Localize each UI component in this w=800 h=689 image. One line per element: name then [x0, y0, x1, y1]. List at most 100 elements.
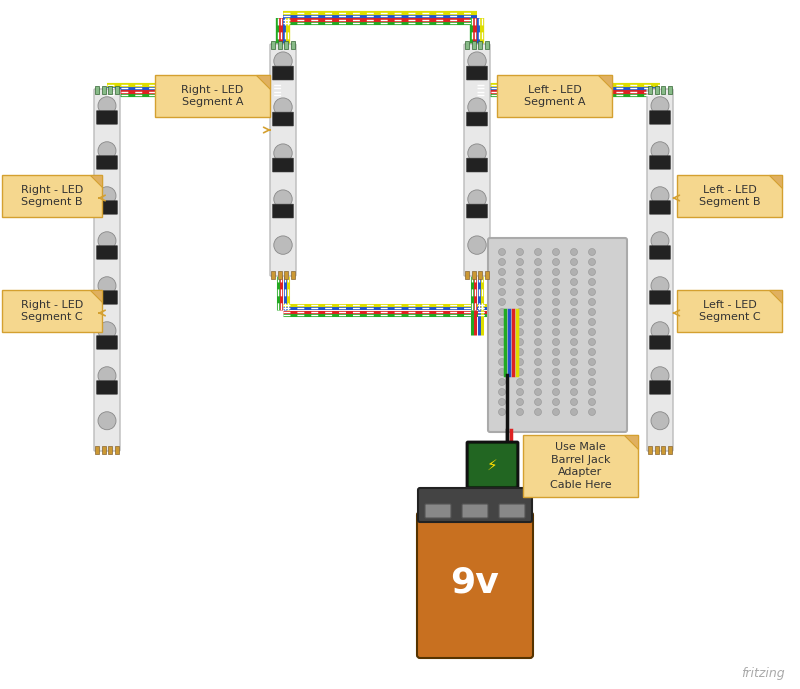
- Circle shape: [517, 269, 523, 276]
- Circle shape: [589, 358, 595, 365]
- Bar: [648, 446, 652, 454]
- Circle shape: [98, 96, 116, 115]
- FancyBboxPatch shape: [466, 112, 487, 126]
- Circle shape: [98, 277, 116, 295]
- Circle shape: [553, 309, 559, 316]
- Text: Right - LED
Segment A: Right - LED Segment A: [182, 85, 244, 107]
- FancyBboxPatch shape: [499, 504, 525, 518]
- Circle shape: [274, 98, 292, 116]
- FancyBboxPatch shape: [418, 488, 532, 522]
- Circle shape: [534, 409, 542, 415]
- Circle shape: [570, 338, 578, 345]
- Circle shape: [274, 52, 292, 70]
- Circle shape: [517, 349, 523, 356]
- FancyBboxPatch shape: [468, 443, 517, 487]
- Circle shape: [98, 232, 116, 249]
- Circle shape: [589, 309, 595, 316]
- Bar: [278, 271, 282, 279]
- FancyBboxPatch shape: [677, 290, 782, 332]
- Bar: [465, 271, 469, 279]
- Polygon shape: [90, 290, 102, 302]
- Circle shape: [468, 236, 486, 254]
- Circle shape: [498, 269, 506, 276]
- FancyBboxPatch shape: [466, 204, 487, 218]
- Circle shape: [589, 338, 595, 345]
- Circle shape: [553, 318, 559, 325]
- Bar: [654, 86, 658, 94]
- Circle shape: [534, 278, 542, 285]
- Circle shape: [498, 249, 506, 256]
- Circle shape: [498, 309, 506, 316]
- Polygon shape: [598, 75, 612, 89]
- Circle shape: [468, 190, 486, 208]
- FancyBboxPatch shape: [97, 336, 118, 349]
- Circle shape: [468, 144, 486, 163]
- Circle shape: [498, 318, 506, 325]
- Circle shape: [570, 349, 578, 356]
- Circle shape: [498, 369, 506, 376]
- Circle shape: [534, 329, 542, 336]
- Circle shape: [570, 269, 578, 276]
- Circle shape: [517, 298, 523, 305]
- Circle shape: [498, 389, 506, 395]
- Circle shape: [517, 329, 523, 336]
- FancyBboxPatch shape: [466, 158, 487, 172]
- Circle shape: [98, 187, 116, 205]
- FancyBboxPatch shape: [155, 75, 270, 117]
- Text: fritzing: fritzing: [742, 667, 785, 680]
- Circle shape: [553, 329, 559, 336]
- FancyBboxPatch shape: [273, 66, 294, 80]
- Bar: [648, 86, 652, 94]
- Bar: [465, 41, 469, 49]
- Circle shape: [553, 389, 559, 395]
- Circle shape: [570, 309, 578, 316]
- Circle shape: [553, 358, 559, 365]
- Circle shape: [274, 190, 292, 208]
- Circle shape: [570, 398, 578, 406]
- Circle shape: [498, 298, 506, 305]
- Circle shape: [589, 278, 595, 285]
- Circle shape: [651, 96, 669, 115]
- Bar: [654, 446, 658, 454]
- FancyBboxPatch shape: [647, 89, 673, 451]
- FancyBboxPatch shape: [2, 175, 102, 217]
- Circle shape: [498, 338, 506, 345]
- Circle shape: [468, 98, 486, 116]
- Bar: [108, 86, 112, 94]
- Bar: [271, 41, 275, 49]
- Circle shape: [570, 369, 578, 376]
- Bar: [485, 271, 489, 279]
- Circle shape: [570, 358, 578, 365]
- Circle shape: [651, 277, 669, 295]
- Circle shape: [553, 338, 559, 345]
- Circle shape: [553, 258, 559, 265]
- Circle shape: [517, 278, 523, 285]
- Circle shape: [98, 142, 116, 160]
- FancyBboxPatch shape: [488, 238, 627, 432]
- Circle shape: [651, 232, 669, 249]
- Circle shape: [517, 258, 523, 265]
- Circle shape: [651, 142, 669, 160]
- Circle shape: [589, 318, 595, 325]
- Circle shape: [553, 378, 559, 386]
- Bar: [108, 446, 112, 454]
- Bar: [485, 41, 489, 49]
- Circle shape: [534, 289, 542, 296]
- Bar: [478, 41, 482, 49]
- Bar: [472, 41, 476, 49]
- Text: Left - LED
Segment B: Left - LED Segment B: [698, 185, 760, 207]
- Circle shape: [589, 369, 595, 376]
- Circle shape: [570, 318, 578, 325]
- FancyBboxPatch shape: [97, 246, 118, 259]
- Circle shape: [553, 409, 559, 415]
- Circle shape: [534, 369, 542, 376]
- FancyBboxPatch shape: [417, 512, 533, 658]
- Bar: [95, 86, 99, 94]
- Circle shape: [517, 398, 523, 406]
- Circle shape: [589, 249, 595, 256]
- Circle shape: [498, 398, 506, 406]
- FancyBboxPatch shape: [462, 504, 488, 518]
- Circle shape: [98, 367, 116, 384]
- Bar: [291, 41, 295, 49]
- Circle shape: [534, 298, 542, 305]
